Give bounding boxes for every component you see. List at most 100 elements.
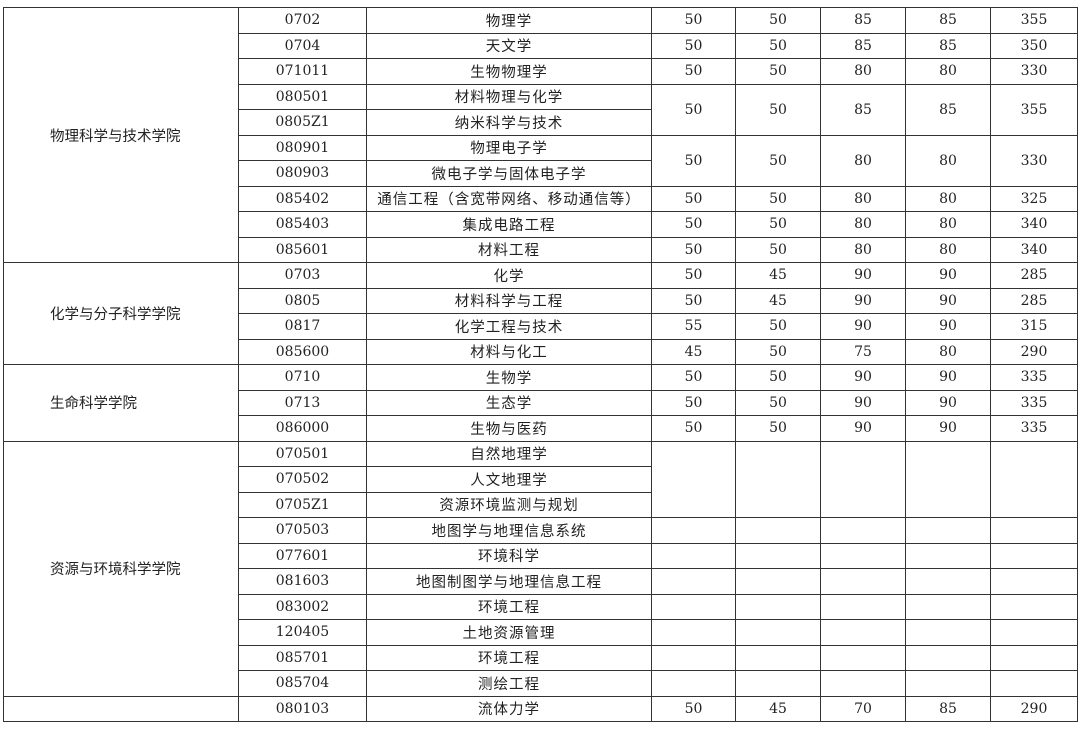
score-1-cell: 50 — [651, 389, 736, 416]
table-row: 120405 土地资源管理 — [4, 619, 1078, 646]
total-score-cell — [990, 644, 1078, 671]
score-2-cell: 50 — [735, 185, 821, 212]
major-name-cell: 测绘工程 — [366, 670, 652, 697]
total-score-cell: 340 — [990, 236, 1078, 263]
major-code-cell: 070502 — [238, 466, 367, 493]
score-4-cell: 90 — [905, 287, 991, 314]
total-score-cell: 330 — [990, 58, 1078, 85]
major-name-cell: 微电子学与固体电子学 — [366, 160, 652, 187]
score-2-cell: 50 — [735, 389, 821, 416]
score-3-cell: 75 — [820, 338, 906, 365]
score-2-cell: 50 — [735, 313, 821, 340]
table-row: 085701 环境工程 — [4, 644, 1078, 671]
major-code-cell: 0703 — [238, 262, 367, 289]
major-name-cell: 生物学 — [366, 364, 652, 391]
total-score-cell: 335 — [990, 364, 1078, 391]
score-1-cell — [651, 517, 736, 544]
college-cell: 化学与分子科学学院 — [3, 262, 239, 365]
major-name-cell: 生态学 — [366, 389, 652, 416]
score-2-cell: 50 — [735, 415, 821, 442]
table-row: 086000 生物与医药 50 50 90 90 335 — [4, 415, 1078, 442]
score-4-cell: 80 — [905, 211, 991, 238]
major-name-cell: 化学工程与技术 — [366, 313, 652, 340]
score-4-cell: 90 — [905, 313, 991, 340]
major-code-cell: 081603 — [238, 568, 367, 595]
score-4-cell: 80 — [905, 185, 991, 212]
score-3-cell — [820, 568, 906, 595]
major-code-cell: 085701 — [238, 644, 367, 671]
table-row: 0805 材料科学与工程 50 45 90 90 285 — [4, 287, 1078, 314]
major-name-cell: 纳米科学与技术 — [366, 109, 652, 136]
major-code-cell: 0817 — [238, 313, 367, 340]
score-1-cell: 50 — [651, 7, 736, 34]
table-row: 0817 化学工程与技术 55 50 90 90 315 — [4, 313, 1078, 340]
total-score-cell: 355 — [990, 7, 1078, 34]
score-4-cell: 80 — [905, 134, 991, 187]
major-code-cell: 0705Z1 — [238, 491, 367, 518]
score-3-cell: 80 — [820, 58, 906, 85]
major-code-cell: 085402 — [238, 185, 367, 212]
major-code-cell: 0704 — [238, 32, 367, 59]
score-1-cell: 55 — [651, 313, 736, 340]
score-2-cell: 50 — [735, 338, 821, 365]
table-body: 物理科学与技术学院 0702 物理学 50 50 85 85 355 0704 天文学 50 50 85… — [3, 7, 1078, 722]
score-1-cell: 50 — [651, 211, 736, 238]
major-name-cell: 地图学与地理信息系统 — [366, 517, 652, 544]
major-code-cell: 0710 — [238, 364, 367, 391]
score-4-cell: 85 — [905, 32, 991, 59]
score-2-cell — [735, 542, 821, 569]
score-2-cell — [735, 517, 821, 544]
score-1-cell: 45 — [651, 338, 736, 365]
major-name-cell: 资源环境监测与规划 — [366, 491, 652, 518]
score-1-cell: 50 — [651, 364, 736, 391]
score-3-cell — [820, 644, 906, 671]
score-1-cell: 50 — [651, 58, 736, 85]
score-2-cell: 50 — [735, 83, 821, 136]
score-4-cell: 90 — [905, 389, 991, 416]
table-row: 071011 生物物理学 50 50 80 80 330 — [4, 58, 1078, 85]
major-name-cell: 通信工程（含宽带网络、移动通信等） — [366, 185, 652, 212]
score-2-cell: 50 — [735, 211, 821, 238]
score-4-cell: 85 — [905, 695, 991, 722]
score-4-cell — [905, 517, 991, 544]
total-score-cell — [990, 517, 1078, 544]
major-code-cell: 080903 — [238, 160, 367, 187]
major-code-cell: 085601 — [238, 236, 367, 263]
major-name-cell: 生物与医药 — [366, 415, 652, 442]
college-cell — [3, 695, 239, 722]
table-row: 物理科学与技术学院 0702 物理学 50 50 85 85 355 — [3, 7, 1078, 263]
score-4-cell — [905, 440, 991, 518]
table-row: 生命科学学院 0710 生物学 50 50 90 90 335 — [3, 364, 1078, 442]
total-score-cell: 285 — [990, 287, 1078, 314]
major-name-cell: 地图制图学与地理信息工程 — [366, 568, 652, 595]
score-2-cell: 50 — [735, 32, 821, 59]
score-4-cell: 80 — [905, 338, 991, 365]
score-1-cell: 50 — [651, 262, 736, 289]
score-4-cell — [905, 542, 991, 569]
score-1-cell — [651, 670, 736, 697]
score-3-cell: 90 — [820, 389, 906, 416]
score-3-cell: 85 — [820, 32, 906, 59]
college-cell: 物理科学与技术学院 — [3, 7, 239, 263]
score-4-cell: 90 — [905, 262, 991, 289]
major-code-cell: 080901 — [238, 134, 367, 161]
score-1-cell: 50 — [651, 695, 736, 722]
major-name-cell: 材料工程 — [366, 236, 652, 263]
score-2-cell: 50 — [735, 236, 821, 263]
table-row: 080903 微电子学与固体电子学 — [4, 160, 1078, 187]
major-name-cell: 自然地理学 — [366, 440, 652, 467]
table-row: 070503 地图学与地理信息系统 — [4, 517, 1078, 544]
score-4-cell: 80 — [905, 58, 991, 85]
score-4-cell: 90 — [905, 415, 991, 442]
major-code-cell: 0805Z1 — [238, 109, 367, 136]
major-name-cell: 材料与化工 — [366, 338, 652, 365]
total-score-cell — [990, 542, 1078, 569]
major-code-cell: 120405 — [238, 619, 367, 646]
major-name-cell: 材料物理与化学 — [366, 83, 652, 110]
score-1-cell — [651, 644, 736, 671]
score-4-cell: 90 — [905, 364, 991, 391]
major-name-cell: 化学 — [366, 262, 652, 289]
major-code-cell: 086000 — [238, 415, 367, 442]
score-3-cell: 80 — [820, 236, 906, 263]
total-score-cell — [990, 440, 1078, 518]
